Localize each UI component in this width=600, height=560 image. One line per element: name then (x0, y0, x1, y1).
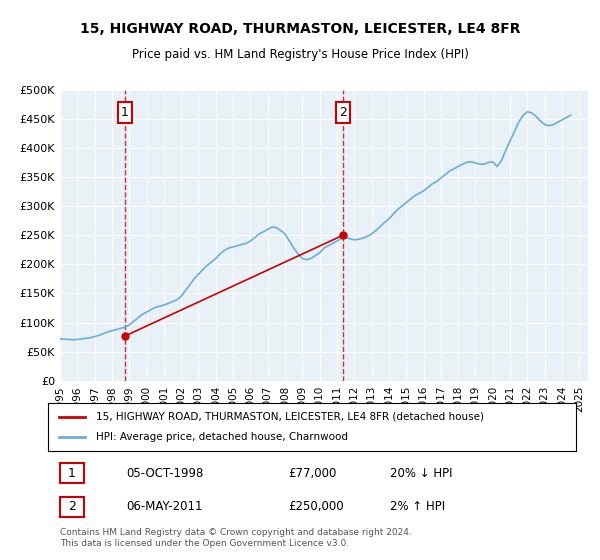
Text: Contains HM Land Registry data © Crown copyright and database right 2024.
This d: Contains HM Land Registry data © Crown c… (60, 528, 412, 548)
Text: Price paid vs. HM Land Registry's House Price Index (HPI): Price paid vs. HM Land Registry's House … (131, 48, 469, 60)
Text: 06-MAY-2011: 06-MAY-2011 (126, 500, 203, 514)
FancyBboxPatch shape (336, 102, 350, 123)
Text: £250,000: £250,000 (288, 500, 344, 514)
Text: £77,000: £77,000 (288, 466, 337, 480)
Text: 15, HIGHWAY ROAD, THURMASTON, LEICESTER, LE4 8FR (detached house): 15, HIGHWAY ROAD, THURMASTON, LEICESTER,… (95, 412, 484, 422)
Text: 05-OCT-1998: 05-OCT-1998 (126, 466, 203, 480)
Text: 1: 1 (68, 466, 76, 480)
Text: 20% ↓ HPI: 20% ↓ HPI (390, 466, 452, 480)
Text: 2% ↑ HPI: 2% ↑ HPI (390, 500, 445, 514)
Text: HPI: Average price, detached house, Charnwood: HPI: Average price, detached house, Char… (95, 432, 347, 442)
Text: 1: 1 (121, 106, 129, 119)
Text: 2: 2 (68, 500, 76, 514)
FancyBboxPatch shape (118, 102, 132, 123)
Text: 2: 2 (339, 106, 347, 119)
Text: 15, HIGHWAY ROAD, THURMASTON, LEICESTER, LE4 8FR: 15, HIGHWAY ROAD, THURMASTON, LEICESTER,… (80, 22, 520, 36)
